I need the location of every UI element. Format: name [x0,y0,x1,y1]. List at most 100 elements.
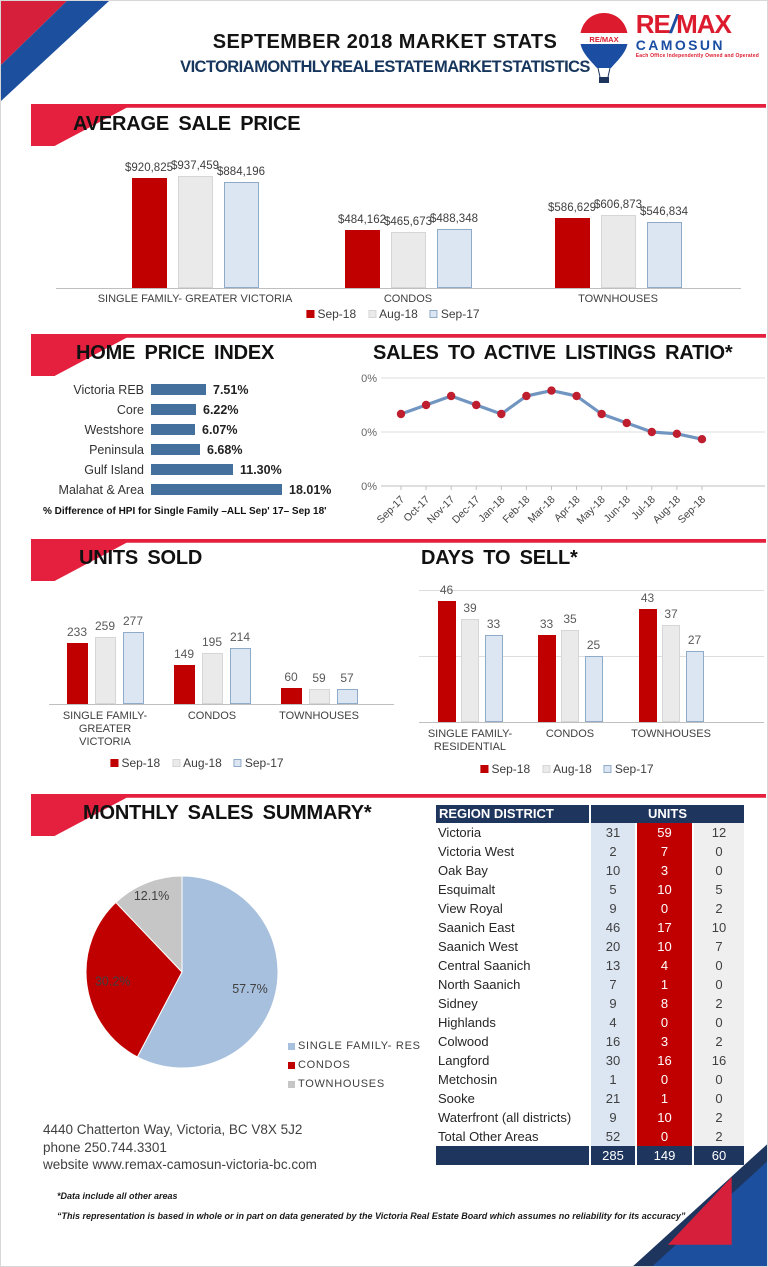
table-units-cell: 0 [694,975,744,994]
bar: 37 [662,607,680,722]
table-region-cell: Victoria [436,823,589,842]
table-units-cell: 0 [637,1127,692,1146]
table-units-cell: 2 [694,899,744,918]
category-label: SINGLE FAMILY- RESIDENTIAL [427,728,513,753]
units-sold-x-axis [49,704,394,705]
legend-swatch [110,759,119,767]
legend-item: Sep-18 [110,756,160,770]
table-region-cell: North Saanich [436,975,589,994]
legend-label: Aug-18 [379,307,418,321]
x-tick-label: Dec-17 [450,494,483,527]
legend-swatch [480,765,489,773]
page-title: SEPTEMBER 2018 MARKET STATS [212,31,558,53]
days-to-sell-chart: 46 39 33 33 35 25 43 37 27 [1,576,767,722]
table-units-cell: 3 [637,861,692,880]
avg-price-legend: Sep-18 Aug-18 Sep-17 [306,307,480,321]
monthly-sales-pie-chart: 57.7% 30.2% 12.1% [85,875,279,1069]
data-point [547,386,556,395]
hpi-value-label: 6.07% [202,423,238,437]
units-sold-chart: 233 259 277 149 195 214 60 59 57 [1,591,401,704]
bar: 149 [173,647,195,704]
hpi-bar [151,424,195,435]
units-sold-legend: Sep-18 Aug-18 Sep-17 [110,756,284,770]
logo-max: MAX [676,9,732,39]
legend-item: Sep-17 [233,756,284,770]
table-total-cell: 149 [637,1146,692,1165]
hpi-category-label: Core [116,403,144,417]
hpi-bar [151,404,196,415]
legend-swatch [368,310,377,318]
table-units-cell: 0 [637,1070,692,1089]
table-units-cell: 8 [637,994,692,1013]
table-region-cell: Saanich West [436,937,589,956]
legend-swatch [429,310,438,318]
y-tick-label: 30% [361,427,377,439]
table-units-cell: 4 [637,956,692,975]
logo-tagline: Each Office Independently Owned and Oper… [635,53,759,59]
table-region-cell: Central Saanich [436,956,589,975]
table-units-cell: 10 [694,918,744,937]
legend-swatch [288,1061,295,1069]
category-label: CONDOS [383,293,433,305]
table-header-units: UNITS [591,805,744,823]
hpi-value-label: 7.51% [213,383,249,397]
bar: $937,459 [171,160,219,288]
data-point [697,435,707,444]
table-units-cell: 2 [694,1127,744,1146]
legend-item: Aug-18 [172,756,222,770]
category-label: CONDOS [187,710,237,722]
table-units-cell: 3 [637,1032,692,1051]
table-region-cell: Sooke [436,1089,589,1108]
data-point [647,427,656,437]
legend-swatch [288,1080,295,1088]
bar-value-label: $484,162 [338,214,386,226]
hpi-value-label: 6.68% [207,443,243,457]
bar-value-label: 57 [340,671,354,685]
bar: 39 [461,601,479,722]
bar: $465,673 [384,216,432,288]
legend-item: CONDOS [288,1059,421,1071]
table-units-cell: 0 [637,899,692,918]
table-units-cell: 10 [637,1108,692,1127]
legend-item: SINGLE FAMILY- RES [288,1040,421,1052]
table-units-cell: 1 [591,1070,635,1089]
pie-legend: SINGLE FAMILY- RES CONDOS TOWNHOUSES [288,1040,421,1097]
table-units-cell: 2 [591,842,635,861]
remax-camosun-logo: RE/MAX RE/MAX CAMOSUN Each Office Indepe… [577,11,759,91]
bar-value-label: 35 [563,612,577,626]
hpi-bar [151,444,200,455]
days-to-sell-legend: Sep-18 Aug-18 Sep-17 [480,762,654,776]
legend-label: Sep-18 [317,307,357,321]
days-to-sell-category-labels: SINGLE FAMILY- RESIDENTIAL CONDOS TOWNHOUS… [1,728,767,763]
table-region-cell: Metchosin [436,1070,589,1089]
table-units-cell: 9 [591,994,635,1013]
hpi-category-label: Peninsula [89,443,144,457]
legend-item: Sep-17 [603,762,654,776]
table-region-cell: Sidney [436,994,589,1013]
bar: $920,825 [125,162,173,288]
bar: 59 [308,671,330,704]
legend-swatch [233,759,242,767]
bar: $488,348 [430,213,478,288]
pie-slice [136,875,279,1069]
logo-office-name: CAMOSUN [635,37,725,53]
bar: 35 [561,612,579,722]
legend-label: Aug-18 [183,756,222,770]
section-title-summary: MONTHLY SALES SUMMARY* [83,802,372,824]
legend-item: TOWNHOUSES [288,1078,421,1090]
pie-slice-label: 30.2% [95,975,130,989]
legend-item: Sep-18 [306,307,356,321]
data-point [522,391,531,401]
table-units-cell: 7 [591,975,635,994]
pie-slice-label: 57.7% [232,982,267,996]
hpi-category-label: Gulf Island [84,463,144,477]
hpi-bar [151,464,233,475]
table-units-cell: 1 [637,975,692,994]
logo-re: RE [635,9,671,39]
table-region-cell: Victoria West [436,842,589,861]
table-units-cell: 16 [694,1051,744,1070]
bar-value-label: 37 [664,607,678,621]
table-total-cell: 60 [694,1146,744,1165]
legend-label: TOWNHOUSES [298,1078,385,1090]
bar: 214 [229,630,251,704]
